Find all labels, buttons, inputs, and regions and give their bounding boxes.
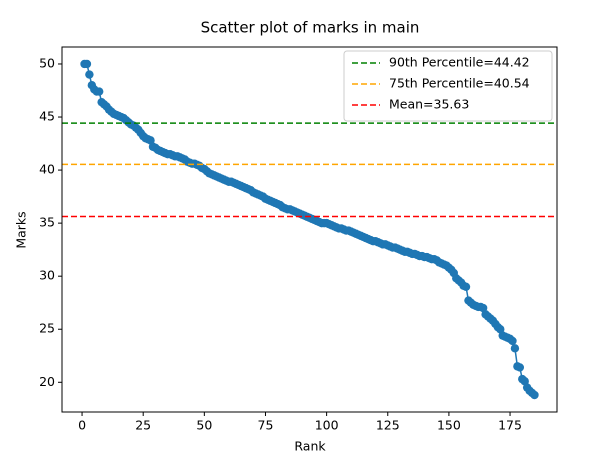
- legend-label: 75th Percentile=40.54: [389, 76, 530, 91]
- y-axis-label: Marks: [14, 211, 29, 248]
- point: [146, 136, 155, 145]
- x-tick-label: 175: [498, 418, 522, 433]
- point: [82, 59, 92, 69]
- plot-frame: [61, 46, 558, 413]
- x-tick-label: 75: [258, 418, 274, 433]
- chart-title: Scatter plot of marks in main: [201, 19, 420, 37]
- y-tick-label: 20: [39, 374, 55, 389]
- x-tick-label: 50: [196, 418, 212, 433]
- x-tick-label: 150: [437, 418, 461, 433]
- point: [508, 336, 517, 346]
- point: [478, 303, 488, 313]
- x-axis-label: Rank: [294, 439, 326, 454]
- plot: [62, 59, 557, 400]
- y-tick-label: 40: [39, 162, 55, 177]
- point: [510, 344, 520, 353]
- y-tick-label: 50: [39, 55, 55, 70]
- point: [515, 363, 525, 372]
- point: [461, 282, 471, 291]
- y-tick-label: 25: [39, 321, 55, 336]
- y-tick-label: 30: [39, 268, 55, 283]
- y-tick-label: 35: [39, 215, 55, 230]
- point: [496, 325, 505, 334]
- x-tick-label: 25: [135, 418, 151, 433]
- legend-label: Mean=35.63: [389, 97, 469, 112]
- point: [85, 70, 94, 79]
- point: [94, 87, 104, 96]
- x-tick-label: 0: [78, 418, 86, 433]
- y-tick-label: 45: [39, 109, 55, 124]
- x-tick-label: 125: [376, 418, 400, 433]
- legend-box: [343, 50, 553, 122]
- point: [530, 390, 539, 400]
- point: [520, 377, 529, 386]
- x-tick-label: 100: [315, 418, 339, 433]
- legend-label: 90th Percentile=44.42: [389, 55, 530, 70]
